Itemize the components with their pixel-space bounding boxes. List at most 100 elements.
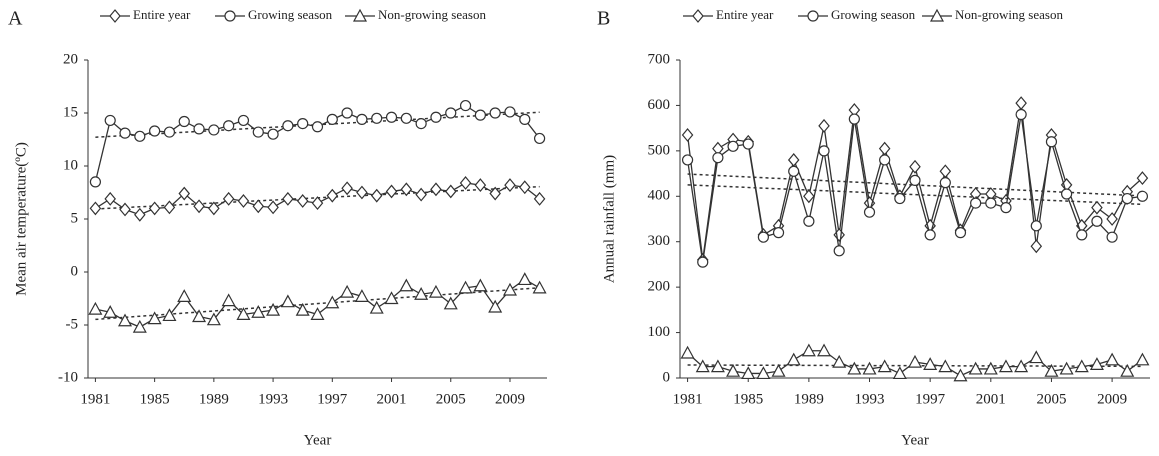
marker xyxy=(356,113,368,125)
marker xyxy=(909,174,921,186)
marker xyxy=(326,188,339,203)
y-tick-label: 20 xyxy=(63,51,78,67)
marker xyxy=(680,345,695,359)
marker xyxy=(1135,352,1150,366)
legend-marker xyxy=(929,8,945,22)
x-tick-label: 1989 xyxy=(794,391,824,407)
marker xyxy=(282,191,294,206)
legend-marker xyxy=(109,9,121,23)
marker xyxy=(458,280,473,294)
marker xyxy=(103,305,118,318)
marker xyxy=(894,192,906,205)
legend-marker xyxy=(224,10,236,22)
marker xyxy=(118,313,133,327)
marker xyxy=(340,284,355,298)
marker xyxy=(88,301,103,315)
marker xyxy=(1059,361,1074,375)
marker xyxy=(727,140,739,152)
y-tick-label: 700 xyxy=(648,51,671,67)
marker xyxy=(1136,190,1149,202)
marker xyxy=(801,343,816,357)
y-tick-label: 5 xyxy=(71,210,79,226)
x-tick-label: 2005 xyxy=(436,391,466,407)
marker xyxy=(444,184,457,199)
y-tick-label: -10 xyxy=(58,369,78,385)
marker xyxy=(832,354,847,368)
marker xyxy=(877,359,892,373)
marker xyxy=(818,145,830,157)
marker xyxy=(983,361,998,375)
marker xyxy=(236,307,251,320)
marker xyxy=(1015,96,1027,111)
marker xyxy=(104,191,116,206)
marker xyxy=(385,184,398,199)
marker xyxy=(532,280,547,294)
marker xyxy=(325,295,340,309)
marker xyxy=(1000,202,1012,214)
legend-label: Entire year xyxy=(133,7,191,22)
x-tick-label: 1997 xyxy=(915,391,946,407)
y-tick-label: 600 xyxy=(648,97,671,113)
marker xyxy=(968,361,983,375)
marker xyxy=(970,197,982,209)
marker xyxy=(237,114,250,127)
marker xyxy=(445,107,457,119)
x-tick-label: 1985 xyxy=(733,391,763,407)
marker xyxy=(938,359,953,373)
marker xyxy=(803,189,815,204)
marker xyxy=(788,165,800,177)
marker xyxy=(1029,350,1044,364)
marker xyxy=(519,180,531,195)
marker xyxy=(134,130,146,142)
y-tick-label: 300 xyxy=(648,233,671,249)
marker xyxy=(847,361,862,375)
marker xyxy=(297,117,309,130)
marker xyxy=(1044,363,1059,377)
marker xyxy=(1089,357,1104,370)
marker xyxy=(119,127,131,139)
marker xyxy=(697,256,709,268)
x-tick-label: 2009 xyxy=(495,391,525,407)
marker xyxy=(742,138,754,150)
marker xyxy=(310,307,325,320)
legend-marker xyxy=(807,10,819,22)
marker xyxy=(252,126,264,138)
marker xyxy=(473,278,488,292)
x-tick-label: 1981 xyxy=(80,391,110,407)
marker xyxy=(1120,363,1135,377)
marker xyxy=(251,305,266,318)
marker xyxy=(430,182,442,197)
marker xyxy=(1030,239,1043,254)
marker xyxy=(786,352,801,366)
marker xyxy=(502,282,517,296)
marker xyxy=(741,366,756,380)
marker xyxy=(252,199,265,214)
marker xyxy=(237,194,250,208)
marker xyxy=(282,120,294,132)
marker xyxy=(192,309,207,323)
legend-marker xyxy=(352,8,368,22)
marker xyxy=(489,107,501,119)
y-tick-label: -5 xyxy=(66,316,79,332)
marker xyxy=(296,194,309,208)
marker xyxy=(428,284,443,298)
marker xyxy=(414,287,429,300)
marker xyxy=(848,113,860,125)
marker xyxy=(280,294,295,308)
marker xyxy=(488,299,503,313)
x-axis-label: Year xyxy=(304,432,332,448)
y-axis-label: Annual rainfall (mm) xyxy=(601,155,617,283)
marker xyxy=(267,128,279,140)
marker xyxy=(415,187,427,202)
marker xyxy=(208,124,220,136)
marker xyxy=(206,312,221,326)
marker xyxy=(1076,229,1088,241)
marker xyxy=(681,154,694,166)
x-tick-label: 1989 xyxy=(199,391,229,407)
legend-label: Non-growing season xyxy=(955,7,1063,22)
marker xyxy=(489,186,501,201)
y-tick-label: 0 xyxy=(663,369,671,385)
marker xyxy=(681,128,694,142)
marker xyxy=(399,278,414,292)
